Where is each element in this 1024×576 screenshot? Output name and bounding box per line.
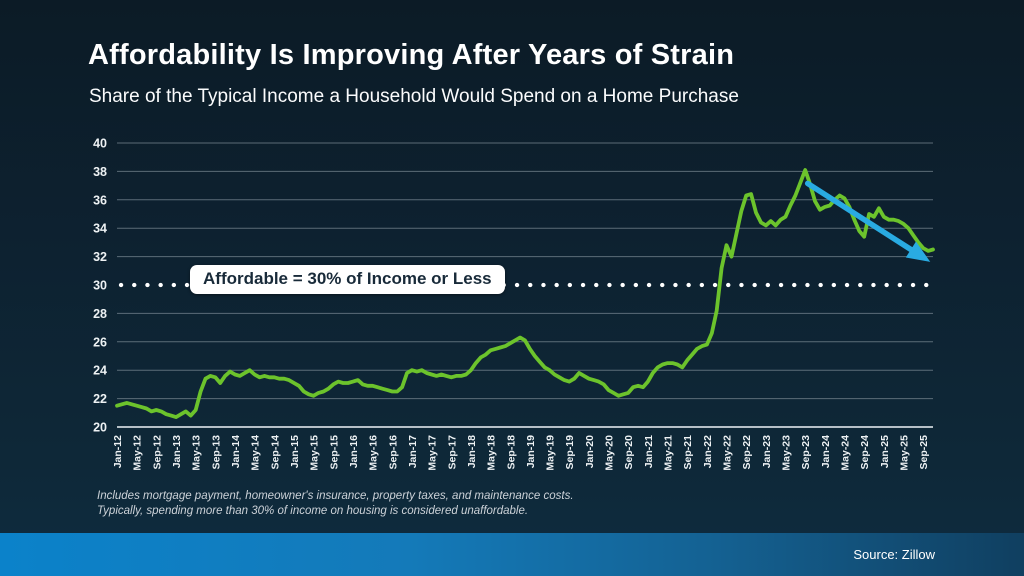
svg-text:Jan-24: Jan-24 [820,435,832,468]
chart-footnote: Includes mortgage payment, homeowner's i… [97,489,574,518]
svg-text:May-15: May-15 [309,435,321,471]
svg-text:Jan-12: Jan-12 [112,435,124,468]
svg-text:Jan-18: Jan-18 [466,435,478,468]
svg-text:20: 20 [93,421,107,435]
svg-text:Sep-25: Sep-25 [918,435,930,470]
svg-text:Sep-19: Sep-19 [564,435,576,470]
svg-text:24: 24 [93,364,107,378]
svg-text:Jan-13: Jan-13 [171,435,183,468]
svg-text:May-14: May-14 [250,435,262,471]
svg-text:Jan-16: Jan-16 [348,435,360,468]
svg-text:May-24: May-24 [840,435,852,471]
svg-text:Jan-19: Jan-19 [525,435,537,468]
svg-text:Jan-25: Jan-25 [879,435,891,468]
page-title: Affordability Is Improving After Years o… [88,39,735,71]
svg-text:30: 30 [93,279,107,293]
svg-text:May-17: May-17 [427,435,439,471]
source-label: Source: Zillow [853,547,935,562]
svg-text:May-12: May-12 [132,435,144,471]
svg-text:May-16: May-16 [368,435,380,471]
svg-text:Jan-14: Jan-14 [230,435,242,468]
svg-text:Sep-20: Sep-20 [623,435,635,470]
svg-text:32: 32 [93,250,107,264]
footnote-line-2: Typically, spending more than 30% of inc… [97,504,529,517]
svg-text:Sep-23: Sep-23 [800,435,812,470]
affordable-threshold-label: Affordable = 30% of Income or Less [190,265,505,294]
source-bar: Source: Zillow [0,533,1024,576]
svg-text:May-22: May-22 [722,435,734,471]
svg-text:Sep-21: Sep-21 [682,435,694,470]
svg-text:May-25: May-25 [899,435,911,471]
svg-text:Jan-23: Jan-23 [761,435,773,468]
svg-text:Sep-12: Sep-12 [151,435,163,470]
svg-text:34: 34 [93,222,107,236]
svg-text:May-19: May-19 [545,435,557,471]
footnote-line-1: Includes mortgage payment, homeowner's i… [97,490,574,502]
svg-text:Jan-22: Jan-22 [702,435,714,468]
svg-text:Sep-17: Sep-17 [446,435,458,470]
svg-text:Jan-21: Jan-21 [643,435,655,468]
svg-text:Sep-18: Sep-18 [505,435,517,470]
svg-text:Sep-24: Sep-24 [859,435,871,470]
svg-text:May-13: May-13 [191,435,203,471]
svg-text:28: 28 [93,307,107,321]
svg-text:Sep-16: Sep-16 [387,435,399,470]
svg-text:Jan-20: Jan-20 [584,435,596,468]
svg-text:36: 36 [93,193,107,207]
svg-text:40: 40 [93,137,107,151]
svg-text:Sep-15: Sep-15 [328,435,340,470]
svg-text:Sep-13: Sep-13 [210,435,222,470]
svg-text:May-21: May-21 [663,435,675,471]
svg-text:Sep-14: Sep-14 [269,435,281,470]
svg-text:May-18: May-18 [486,435,498,471]
svg-text:Sep-22: Sep-22 [741,435,753,470]
svg-text:22: 22 [93,392,107,406]
svg-text:May-23: May-23 [781,435,793,471]
page-subtitle: Share of the Typical Income a Household … [89,86,739,107]
svg-text:Jan-17: Jan-17 [407,435,419,468]
svg-text:38: 38 [93,165,107,179]
svg-text:26: 26 [93,335,107,349]
svg-text:May-20: May-20 [604,435,616,471]
svg-text:Jan-15: Jan-15 [289,435,301,468]
